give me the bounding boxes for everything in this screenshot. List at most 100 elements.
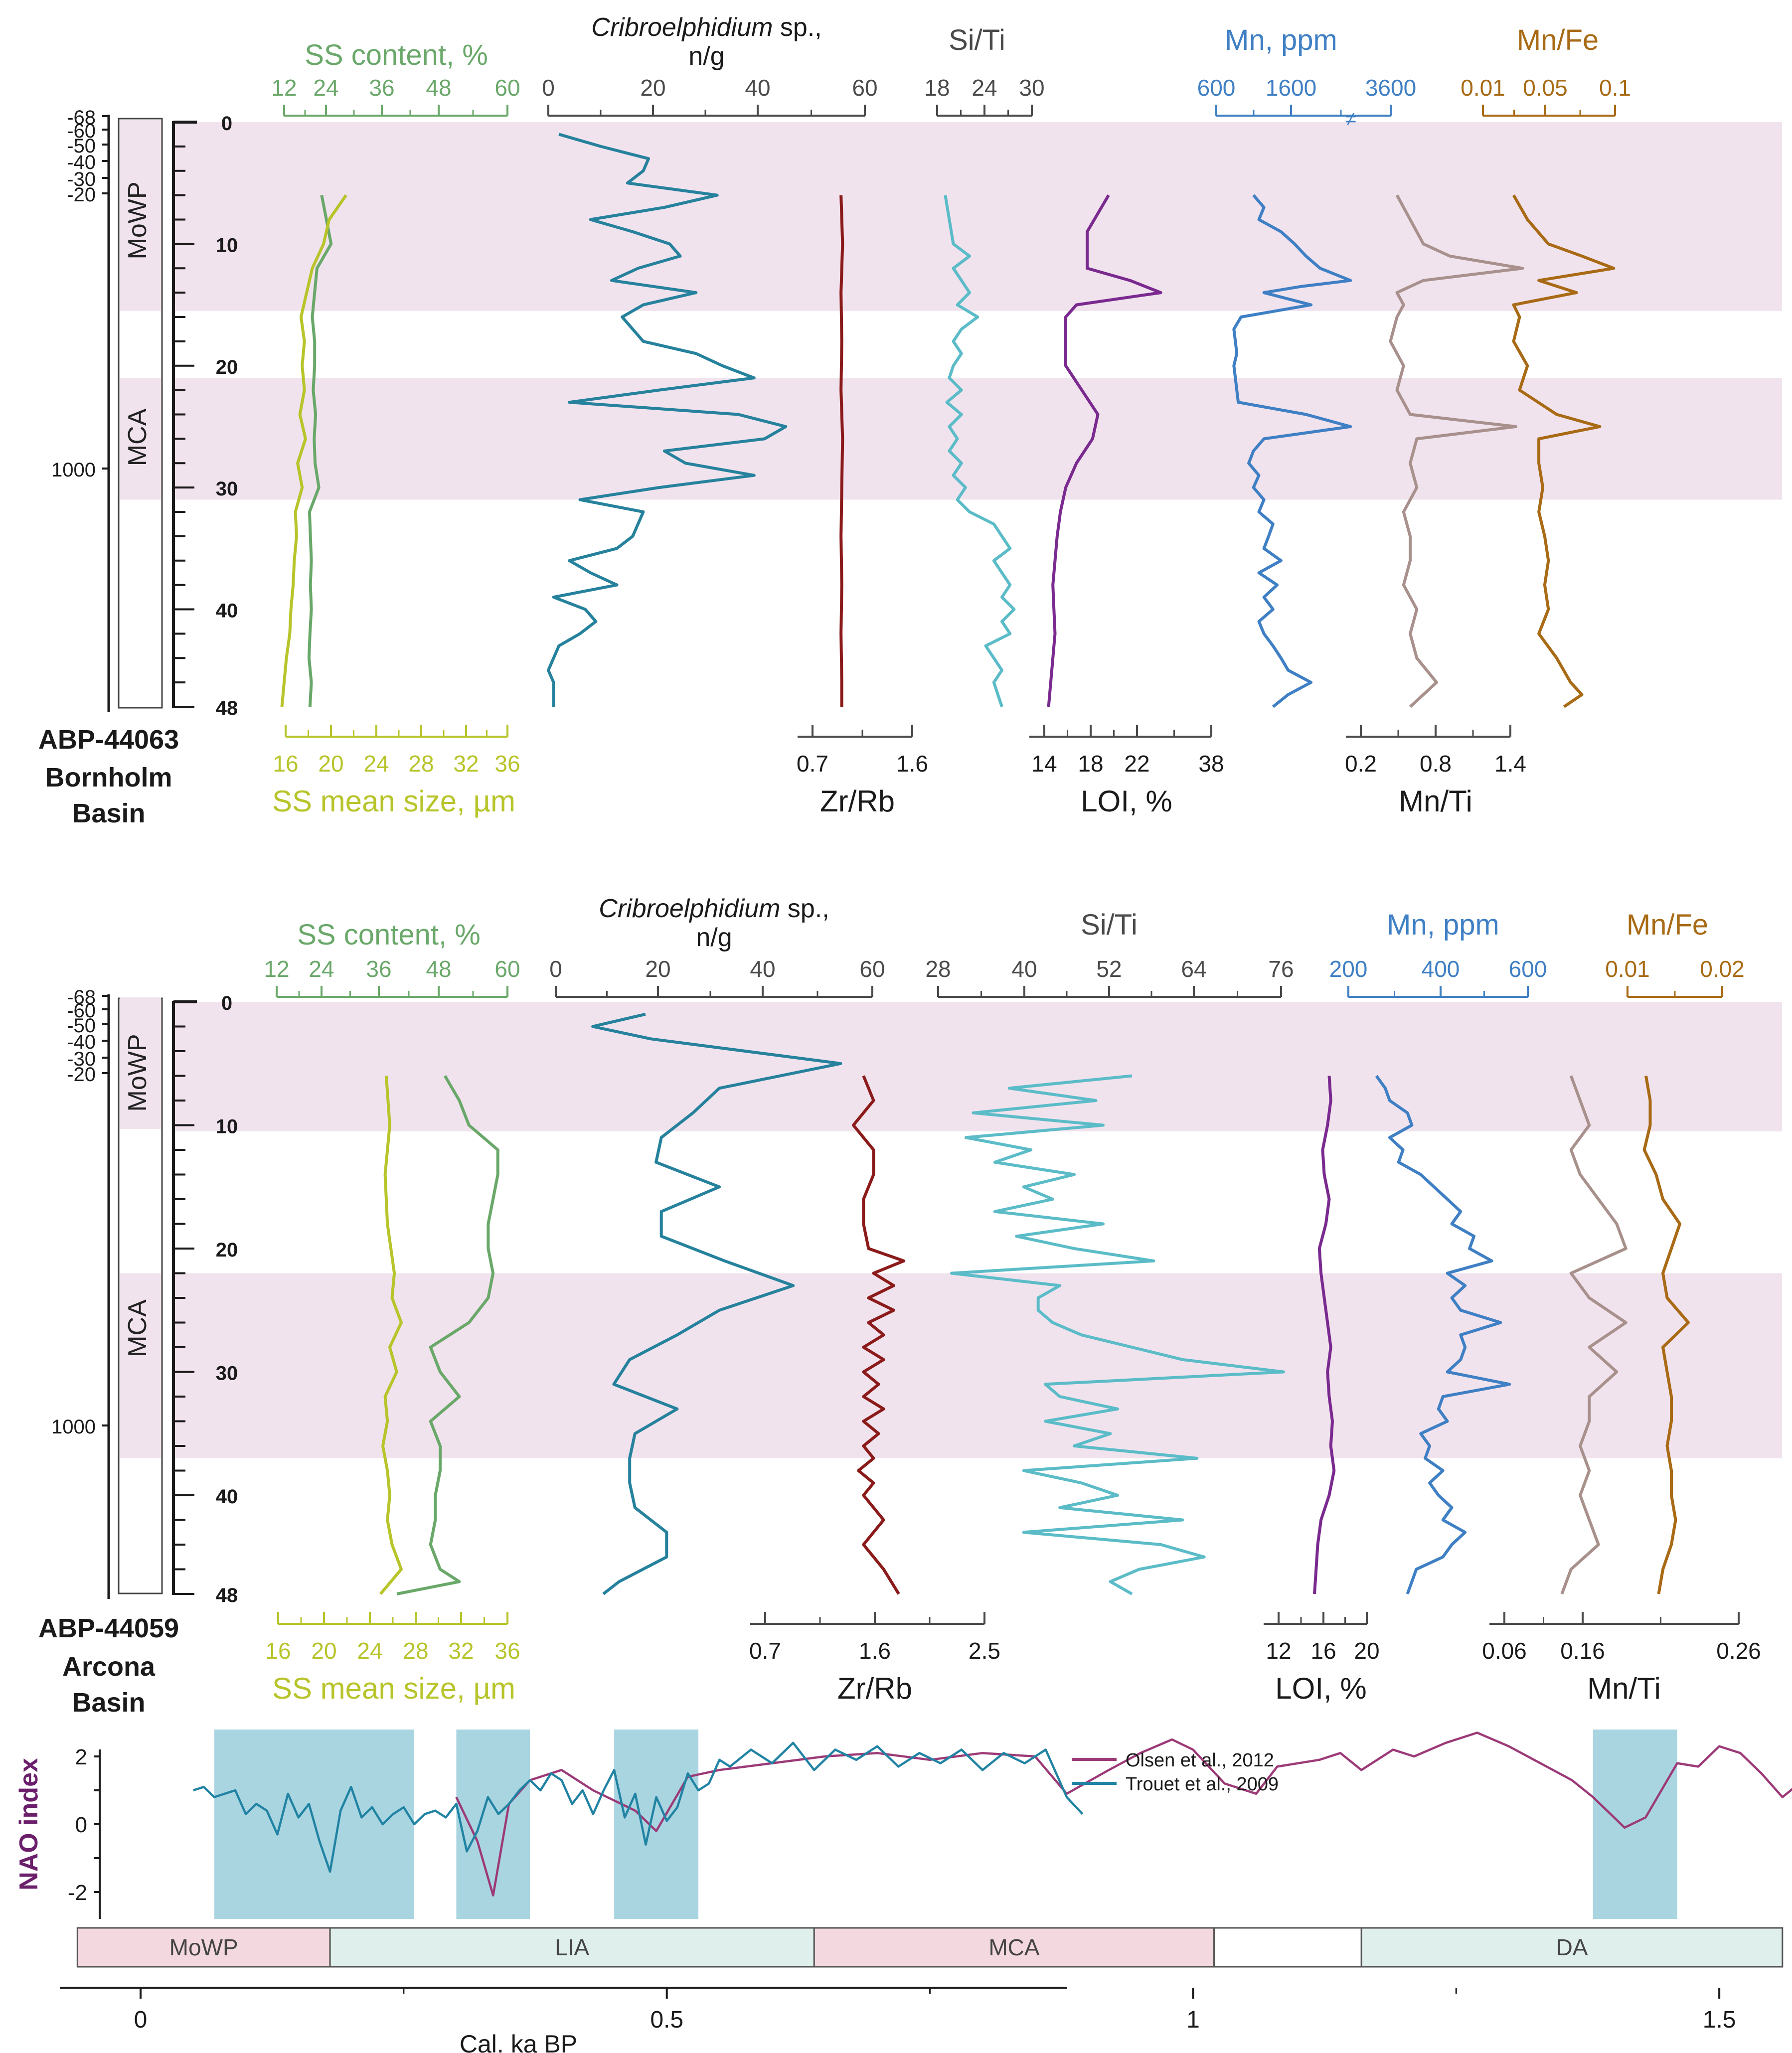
depth-tick-label: 48: [216, 697, 238, 719]
mn_ti-bottom-tick-label: 0.06: [1482, 1638, 1527, 1664]
ss_mean-bottom-tick-label: 20: [318, 751, 343, 777]
loi-bottom-tick-label: 20: [1354, 1638, 1379, 1664]
mn_fe-top-tick-label: 0.02: [1700, 956, 1745, 982]
period-band: [172, 122, 1782, 311]
cribro-top-tick-label: 60: [859, 956, 885, 982]
ss_mean-bottom-tick-label: 20: [311, 1638, 336, 1664]
legend-label: Olsen et al., 2012: [1126, 1750, 1274, 1771]
legend-label: Trouet et al., 2009: [1126, 1774, 1279, 1795]
mn-top-tick-label: 1600: [1266, 75, 1316, 101]
arcona-panel: MoWP MCA -68-60-50-40-30-20 1000 0 10 20 30 40 48…: [38, 894, 1782, 1718]
mn-series-line: [1232, 194, 1352, 708]
ss_mean-bottom-tick-label: 28: [403, 1638, 428, 1664]
age-tick-label: -30: [67, 168, 96, 190]
period-box: [1213, 1927, 1362, 1968]
ss_mean-bottom-tick-label: 28: [408, 751, 434, 777]
depth-tick-label: 0: [221, 992, 232, 1014]
mn-top-tick-label: 3600: [1365, 75, 1416, 101]
period-box-label: DA: [1556, 1934, 1588, 1960]
age-tick-label: 1000: [51, 459, 96, 481]
ss_mean-bottom-tick-label: 32: [453, 751, 479, 777]
ss_content-top-tick-label: 24: [313, 75, 338, 101]
zr_rb-bottom-tick-label: 1.6: [859, 1638, 891, 1664]
nao-negative-band: [1593, 1730, 1677, 1919]
mn_fe-top-tick-label: 0.01: [1461, 75, 1505, 101]
core-name-line: ABP-44059: [38, 1613, 179, 1643]
ss_mean-bottom-tick-label: 24: [363, 751, 389, 777]
ss_content-top-tick-label: 48: [426, 75, 451, 101]
si_ti-series-line: [950, 1074, 1285, 1595]
zr_rb-bottom-tick-label: 1.6: [896, 751, 928, 777]
mn_fe-series-line: [1642, 1075, 1690, 1594]
mn-series-line: [1375, 1075, 1511, 1595]
nao-y-label: NAO index: [14, 1758, 43, 1891]
cribro-top-tick-label: 20: [645, 956, 670, 982]
age-tick-label: -68: [67, 107, 96, 129]
age-tick-label: -20: [67, 1064, 96, 1086]
mn_fe-top-tick-label: 0.1: [1599, 75, 1631, 101]
age-tick-label: -68: [67, 986, 96, 1008]
si_ti-top-tick-label: 52: [1096, 956, 1122, 982]
si_ti-top-tick-label: 24: [972, 75, 997, 101]
age-tick-label: 1000: [51, 1416, 96, 1438]
ss_mean-bottom-tick-label: 36: [494, 1638, 520, 1664]
period-box-label: MCA: [988, 1934, 1040, 1960]
si_ti-top-tick-label: 64: [1181, 956, 1206, 982]
ss_mean-bottom-tick-label: 24: [357, 1638, 382, 1664]
ss_mean-bottom-tick-label: 32: [448, 1638, 474, 1664]
cribro-label-suffix: sp.,: [780, 894, 829, 923]
nao-y-tick-label: 2: [75, 1745, 87, 1769]
mn_fe-series-line: [1512, 194, 1616, 708]
core-name-line: Arcona: [62, 1652, 156, 1682]
ss_mean-series-line: [280, 194, 347, 707]
mn-axis-break: ≠: [1345, 108, 1356, 130]
zr_rb-bottom-tick-label: 0.7: [749, 1638, 781, 1664]
depth-tick-label: 20: [216, 356, 238, 378]
core-name-line: Basin: [72, 1688, 145, 1718]
core-band-mca: [120, 1273, 161, 1458]
period-label-mowp: MoWP: [123, 182, 152, 260]
bornholm-panel: MoWP MCA -68-60-50-40-30-20 1000 0 10 20 30 40 48…: [38, 13, 1782, 828]
depth-tick-label: 20: [216, 1239, 238, 1261]
period-band: [172, 1002, 1782, 1131]
nao-negative-band: [614, 1730, 699, 1919]
ss_content-top-tick-label: 60: [494, 956, 520, 982]
ss_mean-bottom-axis-label: SS mean size, µm: [272, 785, 515, 818]
cribro-top-tick-label: 40: [745, 75, 770, 101]
loi-bottom-tick-label: 22: [1124, 751, 1149, 777]
loi-bottom-axis-label: LOI, %: [1275, 1672, 1366, 1705]
age-tick-label: -20: [67, 184, 96, 206]
si_ti-axis-label: Si/Ti: [949, 24, 1005, 56]
loi-bottom-tick-label: 38: [1198, 751, 1224, 777]
period-box: [329, 1927, 815, 1968]
cribro-top-tick-label: 0: [542, 75, 555, 101]
si_ti-series-line: [944, 195, 1016, 707]
mn_ti-bottom-axis-label: Mn/Ti: [1399, 785, 1472, 818]
cribro-series-line: [547, 133, 788, 707]
period-box: [813, 1927, 1215, 1968]
mn_ti-bottom-tick-label: 0.26: [1716, 1638, 1761, 1664]
mn-axis-label: Mn, ppm: [1225, 24, 1337, 56]
cribro-top-tick-label: 60: [852, 75, 877, 101]
loi-bottom-axis-label: LOI, %: [1081, 785, 1172, 818]
loi-series-line: [1047, 194, 1162, 707]
cribro-top-tick-label: 20: [640, 75, 665, 101]
core-band-mowp: [120, 120, 161, 311]
ss_content-top-tick-label: 36: [366, 956, 391, 982]
mn_ti-series-line: [1560, 1075, 1628, 1595]
core-name-line: ABP-44063: [38, 725, 179, 755]
core-band-mowp: [120, 997, 161, 1129]
depth-tick-label: 0: [221, 113, 232, 135]
core-name-line: Bornholm: [45, 763, 172, 792]
mn-top-tick-label: 600: [1509, 956, 1547, 982]
zr_rb-bottom-tick-label: 0.7: [797, 751, 828, 777]
mn_ti-bottom-tick-label: 0.8: [1420, 751, 1452, 777]
depth-tick-label: 40: [216, 600, 238, 622]
period-label-mca: MCA: [123, 408, 152, 466]
mn-axis-label: Mn, ppm: [1387, 909, 1499, 941]
mn-top-tick-label: 600: [1197, 75, 1236, 101]
ss_content-top-tick-label: 12: [264, 956, 289, 982]
ss_content-top-tick-label: 48: [426, 956, 451, 982]
period-box-label: MoWP: [169, 1934, 238, 1960]
